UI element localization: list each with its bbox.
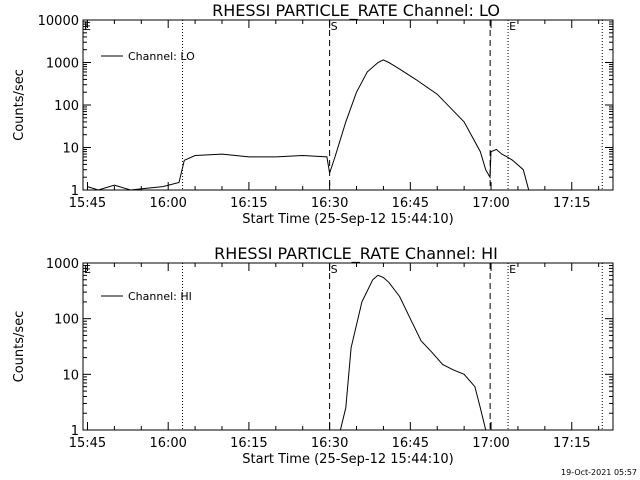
y-tick-label: 1: [71, 184, 79, 199]
y-tick-label: 100: [54, 99, 79, 114]
x-tick-label: 15:45: [69, 436, 106, 451]
x-tick-label: 15:45: [69, 196, 106, 211]
y-tick-label: 1000: [46, 57, 79, 72]
y-axis-label: Counts/sec: [12, 69, 27, 141]
x-tick-label: 17:00: [472, 436, 509, 451]
time-marker-label: E: [509, 20, 516, 33]
time-marker-label: E: [509, 263, 516, 276]
y-tick-label: 10000: [38, 14, 79, 29]
legend-label: Channel: LO: [128, 50, 195, 63]
x-axis-label: Start Time (25-Sep-12 15:44:10): [242, 212, 453, 227]
panel-hi-channel: RHESSI PARTICLE_RATE Channel: HI 15:45 16:…: [12, 244, 614, 467]
x-tick-label: 17:15: [553, 196, 590, 211]
x-tick-label: 16:00: [149, 436, 186, 451]
y-tick-label: 1: [71, 424, 79, 439]
time-marker-label: E: [84, 263, 91, 276]
y-tick-label: 100: [54, 313, 79, 328]
x-tick-label: 16:30: [311, 436, 348, 451]
x-tick-label: 16:45: [392, 436, 429, 451]
chart-title: RHESSI PARTICLE_RATE Channel: HI: [214, 244, 498, 264]
x-axis-label: Start Time (25-Sep-12 15:44:10): [242, 452, 453, 467]
series-line: [87, 59, 530, 191]
y-tick-label: 1000: [46, 257, 79, 272]
y-tick-label: 10: [62, 368, 79, 383]
x-tick-label: 16:15: [230, 436, 267, 451]
time-marker-label: E: [84, 20, 91, 33]
x-tick-label: 17:15: [553, 436, 590, 451]
panel-lo-channel: RHESSI PARTICLE_RATE Channel: LO 15:45 16:…: [12, 1, 614, 227]
series-line: [339, 274, 487, 431]
x-tick-label: 16:45: [392, 196, 429, 211]
legend-label: Channel: HI: [128, 290, 192, 303]
timestamp-label: 19-Oct-2021 05:57: [561, 468, 637, 477]
x-tick-label: 16:15: [230, 196, 267, 211]
y-tick-label: 10: [62, 142, 79, 157]
time-marker-label: S: [331, 263, 338, 276]
time-marker-label: S: [331, 20, 338, 33]
x-tick-label: 16:30: [311, 196, 348, 211]
x-tick-label: 17:00: [472, 196, 509, 211]
x-tick-label: 16:00: [149, 196, 186, 211]
y-axis-label: Counts/sec: [12, 311, 27, 383]
chart-title: RHESSI PARTICLE_RATE Channel: LO: [212, 1, 500, 21]
plot-frame: [82, 19, 614, 191]
plot-frame: [82, 262, 614, 431]
